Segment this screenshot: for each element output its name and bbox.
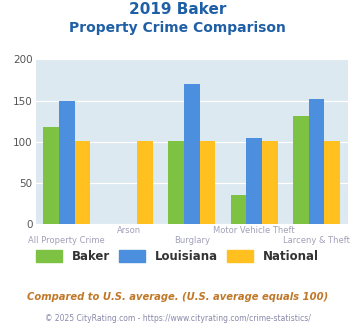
Bar: [231, 195, 246, 224]
Bar: [137, 141, 153, 224]
Text: Burglary: Burglary: [174, 236, 210, 245]
Text: Motor Vehicle Theft: Motor Vehicle Theft: [213, 226, 295, 235]
Text: 2019 Baker: 2019 Baker: [129, 2, 226, 16]
Text: Compared to U.S. average. (U.S. average equals 100): Compared to U.S. average. (U.S. average …: [27, 292, 328, 302]
Bar: [75, 141, 90, 224]
Bar: [309, 99, 324, 224]
Text: Property Crime Comparison: Property Crime Comparison: [69, 21, 286, 35]
Bar: [43, 127, 59, 224]
Bar: [184, 84, 200, 224]
Bar: [168, 141, 184, 224]
Bar: [59, 101, 75, 224]
Legend: Baker, Louisiana, National: Baker, Louisiana, National: [36, 250, 319, 263]
Bar: [324, 141, 340, 224]
Bar: [293, 116, 309, 224]
Text: Arson: Arson: [117, 226, 141, 235]
Bar: [200, 141, 215, 224]
Bar: [262, 141, 278, 224]
Text: All Property Crime: All Property Crime: [28, 236, 105, 245]
Bar: [246, 138, 262, 224]
Text: Larceny & Theft: Larceny & Theft: [283, 236, 350, 245]
Text: © 2025 CityRating.com - https://www.cityrating.com/crime-statistics/: © 2025 CityRating.com - https://www.city…: [45, 314, 310, 323]
